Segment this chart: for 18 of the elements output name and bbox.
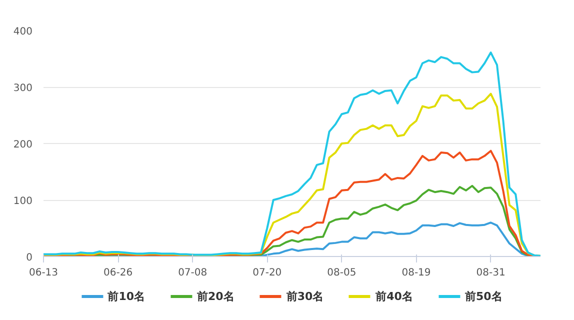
legend-label: 前50名 bbox=[464, 288, 502, 304]
x-tick-label: 08-31 bbox=[476, 268, 506, 278]
x-tick-label: 07-20 bbox=[252, 268, 282, 278]
x-tick-label: 06-13 bbox=[28, 268, 58, 278]
y-tick-label: 400 bbox=[13, 26, 33, 38]
y-tick-label: 200 bbox=[13, 140, 33, 150]
y-tick-label: 100 bbox=[13, 196, 33, 207]
x-tick-label: 07-08 bbox=[178, 268, 208, 278]
x-tick-label: 06-26 bbox=[104, 268, 133, 278]
x-tick-label: 08-19 bbox=[402, 268, 431, 278]
legend-label: 前10名 bbox=[108, 288, 146, 304]
line-series bbox=[44, 52, 540, 256]
legend-label: 前20名 bbox=[197, 288, 234, 304]
legend-label: 前30名 bbox=[286, 288, 324, 304]
x-tick-label: 08-05 bbox=[327, 268, 356, 278]
y-tick-label: 300 bbox=[13, 83, 33, 94]
y-tick-label: 0 bbox=[26, 252, 33, 264]
legend-label: 前40名 bbox=[376, 288, 413, 304]
